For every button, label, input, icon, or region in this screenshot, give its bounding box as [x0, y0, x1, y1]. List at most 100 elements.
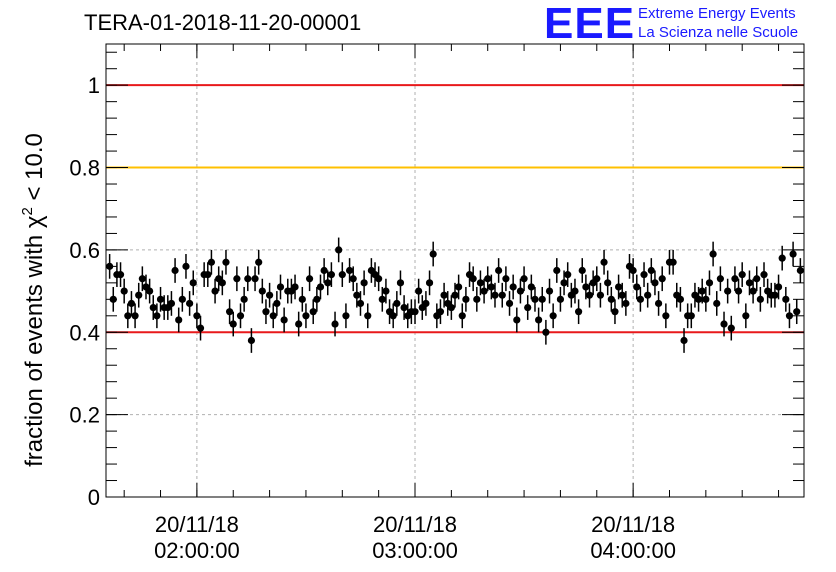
data-point [614, 274, 623, 300]
data-point [204, 262, 212, 287]
point-marker [647, 266, 655, 275]
data-point [556, 286, 565, 312]
point-marker [709, 250, 717, 258]
point-marker [484, 275, 492, 283]
point-marker [124, 312, 132, 320]
point-marker [233, 275, 241, 283]
point-marker [789, 250, 797, 258]
data-point [571, 278, 579, 304]
data-point [396, 270, 405, 296]
reference-lines [106, 84, 804, 334]
point-marker [760, 271, 768, 279]
point-marker [186, 299, 194, 308]
point-marker [251, 275, 259, 283]
point-marker [302, 312, 310, 320]
data-point [262, 299, 270, 325]
data-point [753, 266, 761, 292]
point-marker [495, 266, 503, 275]
point-marker [749, 287, 757, 295]
data-point [582, 274, 590, 300]
point-marker [607, 295, 615, 303]
point-marker [327, 271, 335, 279]
data-point [425, 270, 434, 296]
point-marker [156, 295, 165, 303]
point-marker [738, 271, 746, 279]
point-marker [218, 279, 226, 287]
data-points [106, 237, 804, 353]
data-point [295, 311, 303, 337]
point-marker [167, 299, 176, 308]
data-point [255, 249, 263, 275]
point-marker [331, 320, 339, 328]
point-marker [149, 303, 157, 312]
point-marker [680, 336, 688, 345]
data-point [207, 249, 216, 275]
point-marker [796, 266, 804, 275]
point-marker [436, 308, 445, 316]
point-marker [542, 328, 550, 336]
data-point [709, 241, 717, 267]
data-point [756, 286, 764, 312]
point-marker [582, 283, 590, 291]
data-point [258, 278, 266, 304]
point-marker [455, 283, 463, 291]
point-marker [676, 295, 684, 303]
data-point [127, 291, 136, 316]
data-point [509, 274, 517, 300]
point-marker [469, 275, 477, 283]
data-point [789, 241, 797, 267]
point-marker [415, 287, 423, 295]
point-marker [127, 299, 136, 308]
data-point [215, 266, 223, 292]
y-axis: 0 0.2 0.4 0.6 0.8 1 [69, 51, 804, 510]
point-marker [753, 275, 761, 283]
data-point [785, 303, 794, 329]
y-tick-label: 0.4 [69, 320, 100, 345]
data-point [429, 241, 437, 267]
data-point [291, 274, 299, 300]
point-marker [276, 283, 285, 291]
data-point [542, 319, 550, 345]
data-point [233, 266, 241, 292]
data-point [193, 303, 201, 329]
data-point [175, 307, 183, 333]
data-point [716, 266, 724, 292]
data-point [782, 286, 790, 312]
point-marker [138, 275, 146, 283]
point-marker [702, 295, 710, 303]
data-point [462, 286, 470, 312]
data-point [531, 286, 539, 312]
chart-title: TERA-01-2018-11-20-00001 [84, 10, 362, 35]
data-point [687, 303, 695, 329]
y-tick-label: 0.6 [69, 238, 100, 263]
data-point [360, 270, 368, 296]
data-point [302, 303, 310, 329]
point-marker [538, 295, 546, 303]
data-point [313, 286, 321, 312]
point-marker [207, 258, 216, 266]
point-marker [560, 279, 568, 287]
data-point [415, 278, 423, 304]
point-marker [422, 299, 430, 308]
point-marker [524, 303, 532, 312]
point-marker [375, 275, 383, 283]
data-point [251, 266, 259, 292]
data-point [527, 274, 535, 300]
point-marker [774, 283, 783, 291]
point-marker [734, 287, 743, 295]
data-point [691, 282, 699, 308]
point-marker [236, 312, 245, 320]
data-point [324, 270, 332, 296]
data-point [553, 258, 561, 283]
data-point [342, 303, 350, 329]
data-point [222, 249, 230, 275]
data-point [589, 270, 597, 296]
data-point [476, 270, 485, 296]
data-point [636, 286, 645, 312]
point-marker [345, 266, 354, 275]
point-marker [633, 283, 641, 291]
data-point [498, 282, 506, 308]
data-point [538, 286, 546, 312]
data-point [564, 262, 572, 287]
point-marker [451, 291, 459, 299]
